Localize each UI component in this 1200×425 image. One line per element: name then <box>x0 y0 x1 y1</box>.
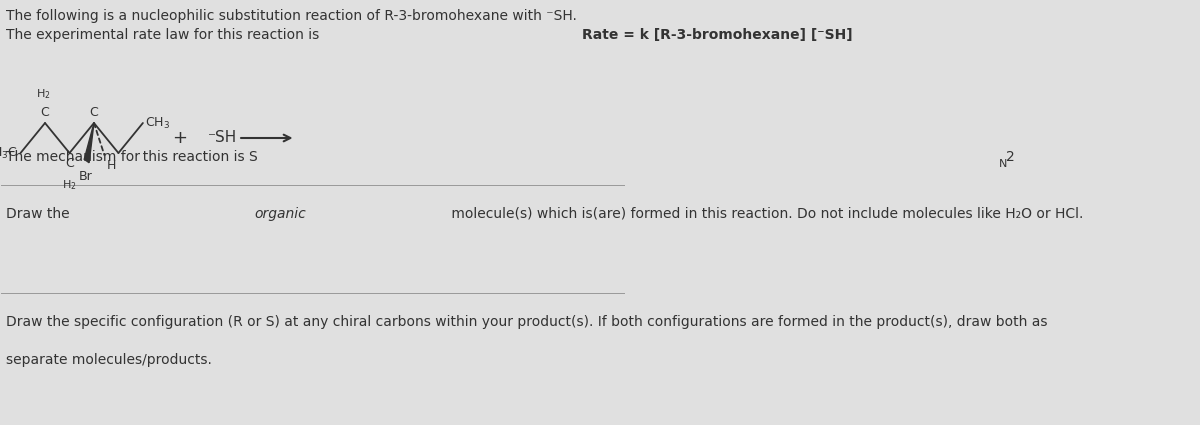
Text: The experimental rate law for this reaction is: The experimental rate law for this react… <box>6 28 324 42</box>
Text: molecule(s) which is(are) formed in this reaction. Do not include molecules like: molecule(s) which is(are) formed in this… <box>448 207 1084 221</box>
Text: Br: Br <box>79 170 92 183</box>
Text: C: C <box>65 157 74 170</box>
Text: C: C <box>90 106 98 119</box>
Text: organic: organic <box>254 207 306 221</box>
Text: Rate = k [R-3-bromohexane] [⁻SH]: Rate = k [R-3-bromohexane] [⁻SH] <box>582 28 853 42</box>
Text: H: H <box>107 159 116 172</box>
Text: ⁻SH: ⁻SH <box>208 130 238 145</box>
Text: CH$_3$: CH$_3$ <box>145 116 170 130</box>
Text: C: C <box>41 106 49 119</box>
Text: H$_2$: H$_2$ <box>36 87 50 101</box>
Text: The following is a nucleophilic substitution reaction of R-3-bromohexane with ⁻S: The following is a nucleophilic substitu… <box>6 9 577 23</box>
Text: +: + <box>172 129 187 147</box>
Text: H$_3$C: H$_3$C <box>0 145 18 161</box>
Text: N: N <box>1000 159 1008 169</box>
Text: Draw the: Draw the <box>6 207 74 221</box>
Text: separate molecules/products.: separate molecules/products. <box>6 353 212 367</box>
Text: 2: 2 <box>1006 150 1014 164</box>
Polygon shape <box>84 123 94 163</box>
Text: H$_2$: H$_2$ <box>62 178 77 192</box>
Text: The mechanism for this reaction is S: The mechanism for this reaction is S <box>6 150 258 164</box>
Text: Draw the specific configuration (R or S) at any chiral carbons within your produ: Draw the specific configuration (R or S)… <box>6 315 1048 329</box>
